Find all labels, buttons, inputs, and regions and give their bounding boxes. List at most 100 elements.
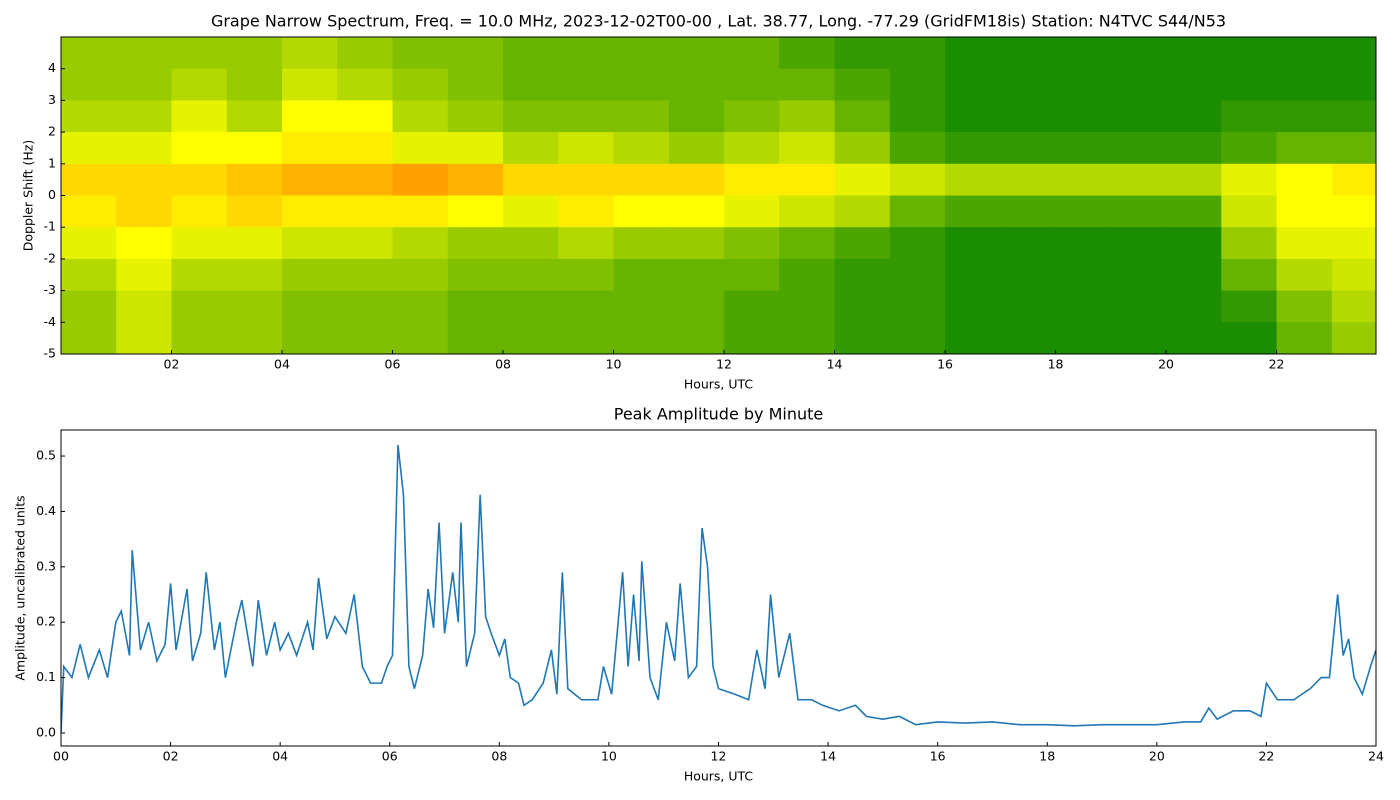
y-tick-label: 0.0 [36, 724, 56, 739]
plot-area [61, 444, 1376, 734]
heat-cell [558, 195, 615, 228]
heat-cell [226, 195, 283, 228]
x-tick-label: 06 [382, 749, 398, 764]
heat-cell [226, 37, 283, 70]
heat-cell [282, 37, 338, 70]
heat-cell [1166, 163, 1222, 196]
heat-cell [834, 163, 891, 196]
heat-cell [668, 163, 725, 196]
heat-cell [558, 132, 615, 165]
heat-cell [337, 195, 394, 228]
heat-cell [945, 37, 1001, 70]
heat-cell [1000, 37, 1057, 70]
heat-cell [116, 163, 173, 196]
heat-cell [1055, 163, 1112, 196]
heat-cell [613, 37, 670, 70]
heat-cell [447, 290, 504, 323]
x-tick-label: 08 [495, 357, 511, 372]
heat-cell [889, 290, 946, 323]
heat-cell [1221, 163, 1278, 196]
heat-cell [834, 195, 891, 228]
x-tick-label: 14 [827, 357, 843, 372]
heat-cell [447, 258, 504, 292]
heat-cell [116, 68, 173, 101]
heat-cell [558, 258, 615, 292]
heat-cell [1110, 163, 1167, 196]
heat-cell [1055, 37, 1112, 70]
heat-cell [447, 68, 504, 101]
heat-cell [613, 100, 670, 133]
heat-cell [779, 68, 836, 101]
heat-cell [392, 37, 449, 70]
heat-cell [889, 322, 946, 354]
heat-cell [171, 68, 228, 101]
heat-cell [337, 132, 394, 165]
heat-cell [116, 37, 173, 70]
heat-cell [1331, 100, 1376, 133]
heat-cell [834, 37, 891, 70]
x-tick-label: 08 [491, 749, 507, 764]
y-axis-label: Amplitude, uncalibrated units [13, 495, 28, 680]
heat-cell [668, 227, 725, 260]
heat-cell [116, 227, 173, 260]
heat-cell [171, 37, 228, 70]
plot-area [61, 37, 1376, 354]
heat-cell [779, 322, 836, 354]
heat-cell [61, 195, 117, 228]
heat-cell [1166, 68, 1222, 101]
heat-cell [889, 195, 946, 228]
heat-cell [724, 37, 780, 70]
heat-cell [613, 322, 670, 354]
heat-cell [282, 163, 338, 196]
x-tick-label: 12 [716, 357, 732, 372]
heat-cell [503, 68, 559, 101]
x-tick-label: 10 [601, 749, 617, 764]
heat-cell [171, 322, 228, 354]
heat-cell [392, 195, 449, 228]
heat-cell [558, 322, 615, 354]
heat-cell [1276, 163, 1333, 196]
heat-cell [1055, 258, 1112, 292]
heat-cell [613, 195, 670, 228]
axes-frame [60, 429, 1377, 747]
heat-cell [945, 227, 1001, 260]
heat-cell [1055, 195, 1112, 228]
line-series [61, 444, 1376, 734]
heat-cell [724, 195, 780, 228]
heat-cell [1276, 37, 1333, 70]
heat-cell [1221, 37, 1278, 70]
heat-cell [724, 100, 780, 133]
x-tick-label: 10 [606, 357, 622, 372]
heat-cell [282, 290, 338, 323]
heat-cell [834, 100, 891, 133]
heat-cell [668, 100, 725, 133]
heat-cell [558, 100, 615, 133]
heat-cell [724, 68, 780, 101]
heat-cell [1000, 68, 1057, 101]
heat-cell [392, 322, 449, 354]
heat-cell [337, 100, 394, 133]
heat-cell [171, 258, 228, 292]
heat-cell [834, 290, 891, 323]
heat-cell [226, 290, 283, 323]
heat-cell [61, 100, 117, 133]
heat-cell [779, 290, 836, 323]
heat-cell [171, 163, 228, 196]
heat-cell [1055, 227, 1112, 260]
y-tick-label: 0.1 [36, 669, 56, 684]
y-axis-label: Doppler Shift (Hz) [21, 140, 36, 252]
heat-cell [1110, 258, 1167, 292]
heat-cell [668, 290, 725, 323]
heat-cell [668, 68, 725, 101]
heat-cell [834, 132, 891, 165]
heat-cell [503, 322, 559, 354]
heat-cell [1055, 132, 1112, 165]
heat-cell [1221, 100, 1278, 133]
heat-cell [779, 195, 836, 228]
heat-cell [558, 37, 615, 70]
heat-cell [1000, 100, 1057, 133]
heat-cell [171, 227, 228, 260]
y-tick-label: 0.4 [36, 503, 56, 518]
heat-cell [779, 258, 836, 292]
